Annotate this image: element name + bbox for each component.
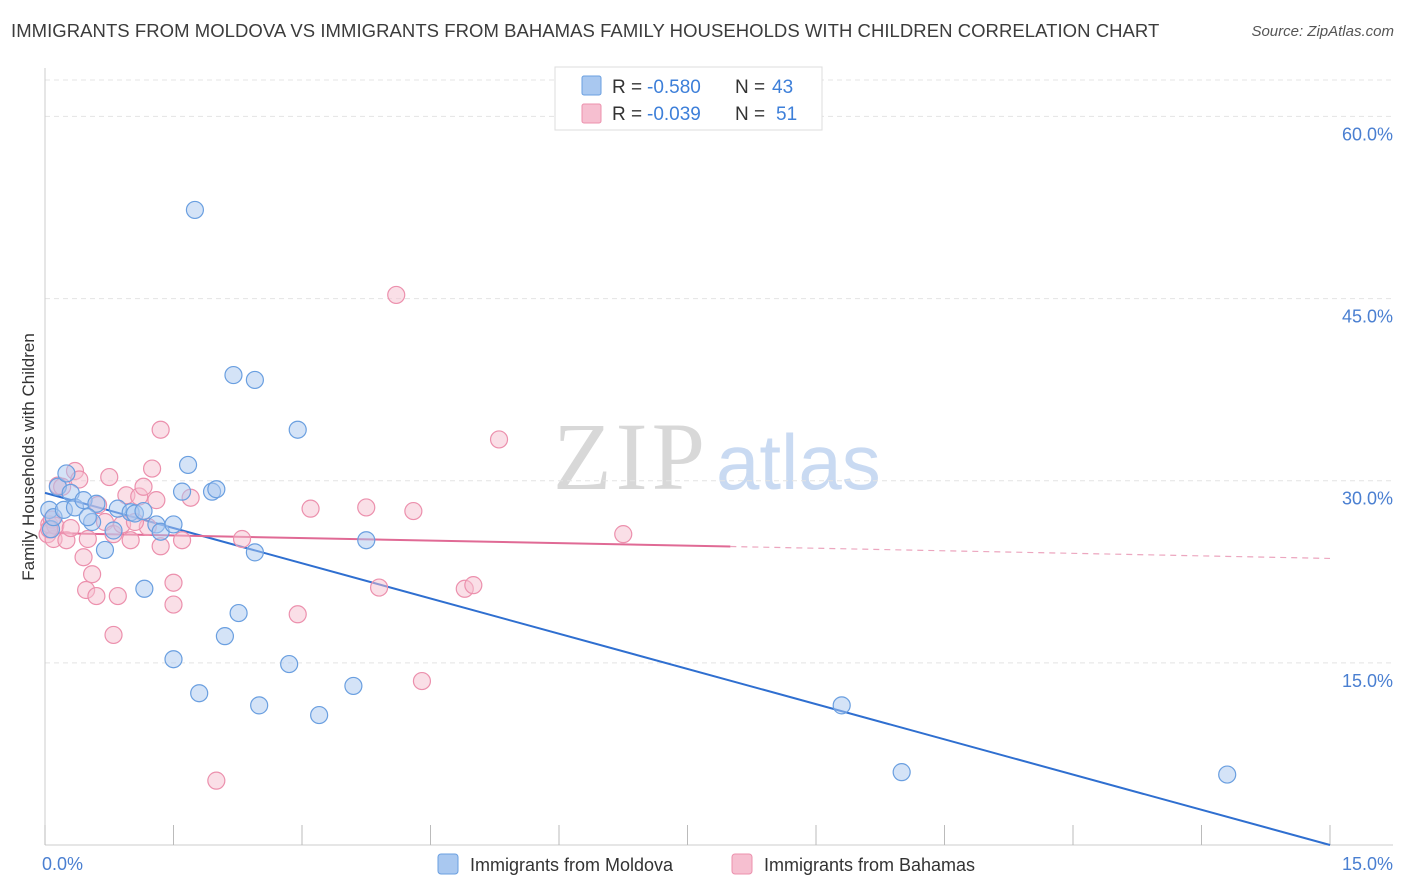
bottom-legend-swatch-moldova: [437, 853, 459, 875]
point-bahamas: [370, 578, 389, 597]
legend-n-label-moldova: N =: [735, 77, 765, 98]
point-moldova: [185, 200, 205, 220]
point-bahamas: [412, 671, 432, 691]
point-bahamas: [404, 501, 423, 521]
point-bahamas: [151, 420, 170, 439]
legend-r-value-bahamas: -0.039: [647, 104, 701, 125]
point-moldova: [172, 482, 192, 501]
point-moldova: [1218, 765, 1237, 784]
correlation-legend: R = -0.580 N = 43 R = -0.039 N = 51: [554, 66, 823, 131]
point-moldova: [95, 540, 115, 560]
series-legend: Immigrants from Moldova Immigrants from …: [437, 853, 975, 875]
point-bahamas: [232, 529, 252, 549]
point-bahamas: [357, 498, 376, 517]
point-moldova: [288, 420, 307, 439]
point-bahamas: [288, 605, 307, 624]
point-bahamas: [301, 499, 320, 518]
y-axis-label: Family Households with Children: [19, 333, 38, 581]
point-moldova: [344, 676, 363, 696]
point-bahamas: [74, 548, 93, 567]
point-moldova: [78, 508, 97, 527]
point-moldova: [104, 521, 123, 540]
y-tick-label: 45.0%: [1342, 307, 1393, 327]
point-bahamas: [61, 518, 80, 538]
point-moldova: [207, 480, 226, 499]
point-moldova: [832, 696, 851, 715]
point-moldova: [215, 627, 234, 646]
point-moldova: [190, 684, 209, 703]
axis-layer: 15.0% 30.0% 45.0% 60.0% 0.0% 15.0%: [42, 68, 1393, 874]
point-moldova: [357, 531, 376, 550]
bottom-legend-label-bahamas: Immigrants from Bahamas: [764, 855, 975, 875]
point-bahamas: [164, 595, 183, 614]
point-bahamas: [207, 771, 226, 790]
point-bahamas: [134, 477, 153, 496]
point-bahamas: [87, 586, 106, 606]
point-moldova: [280, 654, 299, 674]
legend-n-value-bahamas: 51: [776, 104, 797, 125]
point-bahamas: [147, 491, 166, 510]
point-moldova: [134, 501, 153, 521]
point-moldova: [245, 370, 264, 390]
point-bahamas: [108, 586, 127, 606]
y-tick-label: 15.0%: [1342, 671, 1393, 691]
watermark-atlas: atlas: [716, 418, 881, 506]
point-bahamas: [104, 625, 123, 645]
x-tick-label: 15.0%: [1342, 854, 1393, 874]
point-bahamas: [489, 430, 509, 449]
grid-layer: [45, 79, 1393, 664]
point-bahamas: [121, 531, 140, 550]
trendline-dashed-bahamas: [730, 545, 1331, 560]
legend-r-label-bahamas: R =: [612, 104, 642, 125]
legend-n-value-moldova: 43: [772, 77, 793, 98]
bottom-legend-swatch-bahamas: [731, 853, 753, 875]
point-moldova: [87, 494, 106, 513]
watermark-zip: ZIP: [553, 403, 709, 510]
legend-r-value-moldova: -0.580: [647, 77, 701, 98]
point-bahamas: [83, 565, 102, 584]
point-bahamas: [100, 467, 119, 487]
point-moldova: [57, 464, 76, 483]
point-bahamas: [387, 285, 406, 305]
chart-title: IMMIGRANTS FROM MOLDOVA VS IMMIGRANTS FR…: [11, 20, 1160, 41]
point-moldova: [164, 650, 183, 669]
legend-r-label-moldova: R =: [612, 77, 642, 98]
point-moldova: [310, 705, 329, 725]
point-moldova: [229, 603, 248, 623]
point-layer: [38, 200, 1237, 790]
point-moldova: [164, 515, 183, 534]
point-bahamas: [78, 529, 97, 549]
y-tick-label: 30.0%: [1342, 489, 1393, 509]
point-moldova: [245, 543, 264, 562]
point-moldova: [178, 455, 198, 475]
point-bahamas: [164, 573, 183, 592]
bottom-legend-label-moldova: Immigrants from Moldova: [470, 855, 674, 875]
point-moldova: [892, 763, 911, 782]
point-moldova: [135, 579, 154, 598]
point-moldova: [224, 365, 243, 385]
point-bahamas: [464, 576, 483, 595]
legend-n-label-bahamas: N =: [735, 104, 765, 125]
legend-swatch-bahamas: [581, 103, 602, 124]
chart-source: Source: ZipAtlas.com: [1251, 23, 1394, 40]
point-moldova: [250, 696, 269, 715]
point-bahamas: [172, 531, 192, 550]
legend-swatch-moldova: [581, 75, 602, 96]
point-bahamas: [614, 525, 633, 544]
point-bahamas: [142, 459, 162, 478]
y-tick-label: 60.0%: [1342, 124, 1393, 144]
x-tick-label: 0.0%: [42, 854, 83, 874]
